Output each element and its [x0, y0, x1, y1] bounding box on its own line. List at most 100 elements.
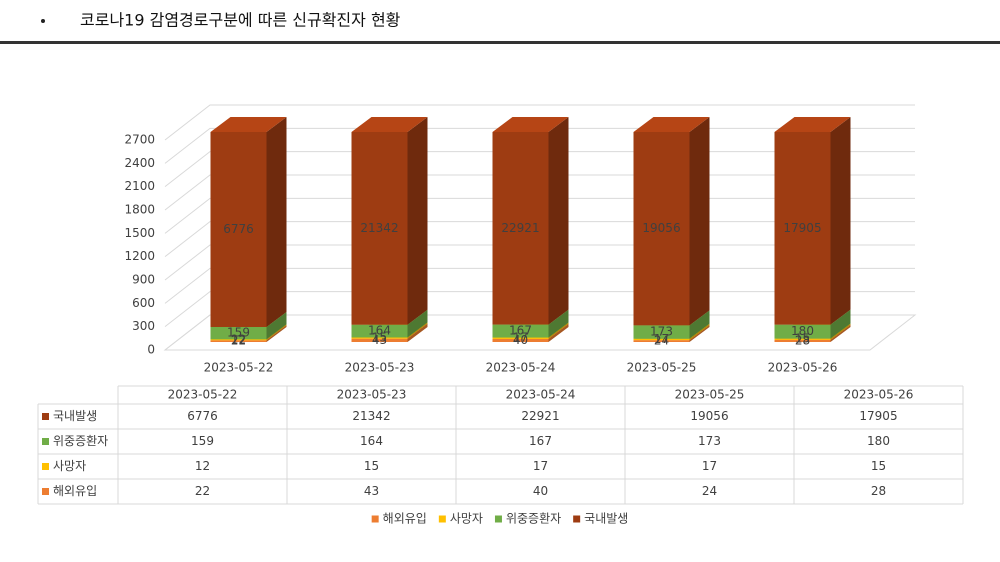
- table-cell: 28: [871, 484, 886, 498]
- bar-top: [351, 117, 428, 132]
- data-label: 19056: [642, 221, 680, 235]
- table-header: 2023-05-23: [337, 388, 407, 402]
- table-cell: 167: [529, 434, 552, 448]
- legend-label: 위중증환자: [506, 512, 561, 526]
- data-label: 6776: [223, 222, 254, 236]
- bar-side: [548, 323, 569, 342]
- bar-side: [830, 323, 851, 340]
- bar-side: [266, 117, 287, 327]
- bar: [492, 338, 549, 342]
- table-cell: 17: [533, 459, 548, 473]
- table-cell: 164: [360, 434, 383, 448]
- bar: [633, 132, 690, 326]
- y-tick-label: 1800: [124, 203, 155, 217]
- table-cell: 15: [364, 459, 379, 473]
- legend-label: 사망자: [450, 512, 483, 526]
- bar: [633, 325, 690, 339]
- x-tick-label: 2023-05-25: [627, 361, 697, 375]
- table-cell: 173: [698, 434, 721, 448]
- bar: [351, 337, 408, 339]
- bar: [351, 338, 408, 342]
- bar-side: [407, 323, 428, 342]
- table-cell: 22: [195, 484, 210, 498]
- x-tick-label: 2023-05-22: [204, 361, 274, 375]
- table-cell: 24: [702, 484, 717, 498]
- data-label: 17: [513, 331, 528, 345]
- data-label: 180: [791, 324, 814, 338]
- data-label: 22921: [501, 221, 539, 235]
- bar-side: [266, 324, 287, 341]
- table-cell: 43: [364, 484, 379, 498]
- table-row-label: 위중증환자: [53, 434, 108, 448]
- legend-key: [438, 515, 446, 523]
- table-header: 2023-05-25: [675, 388, 745, 402]
- bar-top: [492, 117, 569, 132]
- bar-side: [407, 309, 428, 338]
- table-cell: 12: [195, 459, 210, 473]
- bar-side: [689, 117, 710, 326]
- table-cell: 40: [533, 484, 548, 498]
- table-header: 2023-05-24: [506, 388, 576, 402]
- table-key: [42, 463, 49, 470]
- bar: [210, 340, 267, 342]
- bar-side: [266, 325, 287, 342]
- table-row-label: 국내발생: [53, 409, 97, 423]
- bar: [492, 337, 549, 339]
- bar-side: [830, 117, 851, 325]
- bar: [210, 132, 267, 327]
- data-label: 43: [372, 333, 387, 347]
- bar-top: [774, 117, 851, 132]
- table-key: [42, 413, 49, 420]
- bar-side: [689, 323, 710, 341]
- table-row-label: 해외유입: [53, 484, 97, 498]
- bar-side: [548, 117, 569, 325]
- table-row-label: 사망자: [53, 459, 86, 473]
- bar-side: [830, 309, 851, 339]
- data-label: 173: [650, 325, 673, 339]
- table-key: [42, 438, 49, 445]
- data-label: 40: [513, 333, 528, 347]
- data-label: 164: [368, 324, 391, 338]
- data-label: 22: [231, 334, 246, 348]
- table-cell: 17: [702, 459, 717, 473]
- bar-top: [633, 117, 710, 132]
- bar: [774, 339, 831, 342]
- data-label: 17905: [783, 221, 821, 235]
- table-cell: 19056: [690, 409, 728, 423]
- table-cell: 17905: [859, 409, 897, 423]
- legend-label: 국내발생: [584, 512, 628, 526]
- y-tick-label: 1500: [124, 226, 155, 240]
- bar: [774, 338, 831, 340]
- bar-side: [548, 309, 569, 338]
- x-tick-label: 2023-05-26: [768, 361, 838, 375]
- data-label: 17: [654, 332, 669, 346]
- page-title: 코로나19 감염경로구분에 따른 신규확진자 현황: [80, 11, 401, 30]
- bar-side: [407, 322, 428, 339]
- data-label: 159: [227, 326, 250, 340]
- y-tick-label: 600: [132, 296, 155, 310]
- bar: [492, 132, 549, 325]
- y-tick-label: 2100: [124, 179, 155, 193]
- bar: [633, 340, 690, 342]
- data-label: 167: [509, 324, 532, 338]
- data-label: 12: [231, 332, 246, 346]
- legend-key: [573, 515, 581, 523]
- table-cell: 180: [867, 434, 890, 448]
- bar-side: [689, 310, 710, 339]
- legend-key: [494, 515, 502, 523]
- y-tick-label: 1200: [124, 249, 155, 263]
- bar: [351, 324, 408, 338]
- bar-top: [210, 117, 287, 132]
- legend-key: [371, 515, 379, 523]
- table-header: 2023-05-26: [844, 388, 914, 402]
- y-tick-label: 2400: [124, 156, 155, 170]
- bar: [210, 339, 267, 341]
- bullet: [41, 19, 45, 23]
- bar: [492, 324, 549, 338]
- bar: [633, 338, 690, 341]
- legend-label: 해외유입: [383, 512, 427, 526]
- data-label: 15: [372, 331, 387, 345]
- bar: [774, 324, 831, 339]
- grid-line: [164, 104, 915, 141]
